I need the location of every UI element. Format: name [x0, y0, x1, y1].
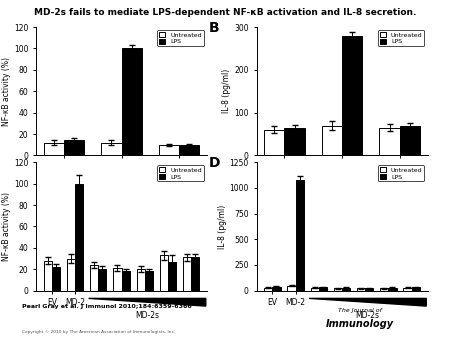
Bar: [90, 265, 98, 291]
Bar: [159, 145, 179, 155]
Bar: [191, 258, 199, 291]
Polygon shape: [309, 298, 426, 306]
Text: MD-2s fails to mediate LPS-dependent NF-κB activation and IL-8 secretion.: MD-2s fails to mediate LPS-dependent NF-…: [34, 8, 416, 18]
Y-axis label: NF-κB activity (%): NF-κB activity (%): [2, 192, 11, 261]
Text: Pearl Gray et al. J Immunol 2010;184:6359-6366: Pearl Gray et al. J Immunol 2010;184:635…: [22, 304, 192, 309]
Bar: [296, 180, 304, 291]
Bar: [365, 288, 374, 291]
Bar: [412, 287, 420, 291]
Bar: [64, 141, 84, 155]
Bar: [122, 271, 130, 291]
Bar: [101, 143, 122, 155]
Text: Immunology: Immunology: [326, 319, 394, 330]
Bar: [145, 271, 153, 291]
Text: MD-2s: MD-2s: [135, 311, 159, 320]
Bar: [310, 288, 319, 291]
Y-axis label: IL-8 (pg/ml): IL-8 (pg/ml): [222, 69, 231, 113]
Bar: [44, 261, 52, 291]
Bar: [404, 288, 412, 291]
Bar: [342, 288, 350, 291]
Bar: [357, 288, 365, 291]
Bar: [322, 125, 342, 155]
Bar: [284, 128, 305, 155]
Text: B: B: [209, 21, 219, 34]
Text: Copyright © 2010 by The American Association of Immunologists, Inc.: Copyright © 2010 by The American Associa…: [22, 330, 176, 334]
Bar: [319, 287, 327, 291]
Bar: [264, 130, 284, 155]
Bar: [342, 35, 362, 155]
Legend: Untreated, LPS: Untreated, LPS: [157, 165, 204, 182]
Bar: [67, 259, 75, 291]
Bar: [388, 288, 396, 291]
Bar: [75, 184, 83, 291]
Y-axis label: NF-κB activity (%): NF-κB activity (%): [2, 57, 11, 126]
Bar: [137, 269, 145, 291]
Bar: [400, 126, 420, 155]
Text: The Journal of: The Journal of: [338, 308, 382, 313]
Bar: [122, 48, 142, 155]
Bar: [52, 267, 60, 291]
Legend: Untreated, LPS: Untreated, LPS: [378, 30, 424, 46]
Polygon shape: [89, 298, 206, 306]
Legend: Untreated, LPS: Untreated, LPS: [378, 165, 424, 182]
Bar: [380, 288, 388, 291]
Text: D: D: [209, 156, 220, 170]
Bar: [44, 143, 64, 155]
Text: MD-2s: MD-2s: [356, 311, 380, 320]
Bar: [183, 258, 191, 291]
Bar: [113, 268, 122, 291]
Legend: Untreated, LPS: Untreated, LPS: [157, 30, 204, 46]
Bar: [160, 256, 168, 291]
Bar: [264, 288, 272, 291]
Bar: [334, 288, 342, 291]
Y-axis label: IL-8 (pg/ml): IL-8 (pg/ml): [218, 204, 227, 248]
Bar: [272, 287, 280, 291]
Bar: [168, 262, 176, 291]
Bar: [288, 286, 296, 291]
Bar: [379, 128, 400, 155]
Bar: [98, 269, 106, 291]
Bar: [179, 145, 199, 155]
